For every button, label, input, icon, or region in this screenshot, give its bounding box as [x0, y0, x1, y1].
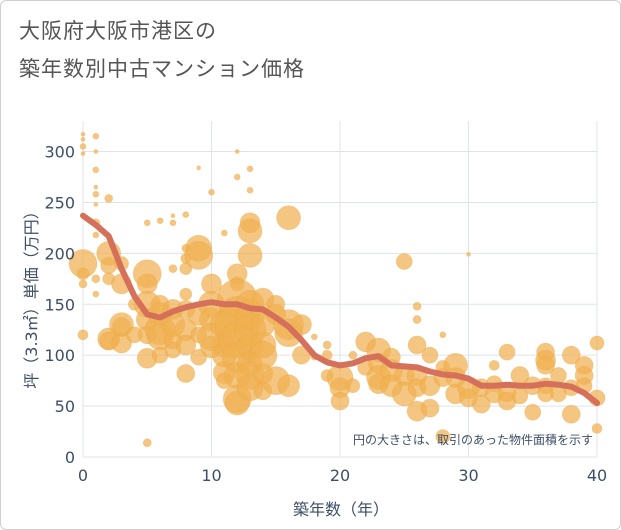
chart-title-line2: 築年数別中古マンション価格 [19, 57, 305, 81]
y-tick-label: 100 [44, 346, 75, 365]
data-bubble [435, 429, 451, 445]
data-bubble [498, 343, 516, 361]
data-bubble [412, 315, 422, 324]
y-tick-label: 300 [44, 143, 75, 162]
data-bubble [111, 332, 132, 354]
data-bubble [92, 231, 100, 239]
data-bubble [80, 151, 86, 156]
data-bubble [345, 378, 361, 394]
data-bubble [291, 314, 312, 336]
data-bubble [80, 131, 86, 137]
data-bubble [220, 229, 228, 237]
data-bubble [156, 217, 164, 225]
data-bubble [488, 359, 500, 371]
data-bubble [78, 279, 88, 289]
x-tick-label: 0 [78, 466, 88, 485]
data-bubble [77, 329, 89, 341]
data-bubble [142, 438, 152, 448]
data-bubble [184, 240, 214, 270]
data-bubble [407, 335, 427, 355]
data-bubble [168, 264, 178, 274]
x-tick-label: 20 [330, 466, 350, 485]
y-tick-label: 200 [44, 244, 75, 263]
x-tick-label: 30 [458, 466, 478, 485]
data-bubble [93, 149, 99, 154]
data-bubble [143, 219, 151, 227]
data-bubble [170, 213, 176, 219]
trend-line [80, 212, 600, 406]
data-bubble [471, 394, 491, 414]
data-bubble [395, 253, 413, 270]
data-bubble [234, 149, 240, 154]
data-bubble [412, 301, 422, 311]
data-bubble [179, 262, 193, 276]
x-tick-label: 10 [201, 466, 221, 485]
data-bubble [176, 364, 196, 383]
data-bubble [348, 350, 358, 360]
data-bubble [169, 219, 177, 227]
data-bubble [277, 374, 301, 398]
y-tick-label: 0 [65, 448, 75, 467]
data-bubble [91, 274, 101, 284]
data-bubble [246, 186, 254, 194]
data-bubble [439, 331, 447, 339]
data-bubble [76, 267, 90, 281]
data-bubble [100, 257, 118, 274]
data-bubble [330, 391, 350, 411]
data-bubble [421, 346, 439, 364]
data-bubble [561, 345, 581, 365]
data-bubble [93, 184, 99, 190]
data-bubble [92, 190, 100, 198]
y-axis-ticks: 0 50 100 150 200 250 300 [44, 143, 75, 467]
data-bubble [466, 251, 471, 257]
data-bubble [80, 136, 86, 142]
data-bubble [591, 423, 603, 434]
data-bubble [208, 188, 215, 196]
data-bubble [246, 165, 254, 173]
data-bubble [536, 355, 555, 375]
data-bubble [175, 334, 197, 356]
data-bubble [104, 193, 114, 203]
data-bubble [92, 132, 100, 140]
data-bubble [276, 205, 302, 231]
data-bubble [310, 333, 318, 341]
data-bubble [237, 242, 263, 268]
data-bubble [322, 340, 332, 350]
bubble-size-note: 円の大きさは、取引のあった物件面積を示す [353, 432, 593, 447]
data-bubble [93, 202, 99, 207]
data-bubble [92, 290, 100, 298]
x-axis-label: 築年数（年） [293, 500, 389, 519]
data-bubble [524, 403, 542, 421]
data-bubble [561, 404, 581, 424]
data-bubble [182, 211, 190, 219]
data-bubble [233, 173, 241, 181]
data-bubble [79, 143, 87, 150]
x-axis-ticks: 0 10 20 30 40 [78, 466, 607, 485]
bubble-layer [68, 131, 606, 448]
data-bubble [589, 335, 605, 351]
y-tick-label: 50 [55, 397, 75, 416]
data-bubble [179, 287, 193, 301]
data-bubble [420, 398, 440, 418]
data-bubble [550, 367, 567, 384]
data-bubble [237, 218, 263, 244]
data-bubble [92, 166, 100, 174]
data-bubble [196, 165, 202, 171]
y-tick-label: 250 [44, 193, 75, 212]
y-axis-label: 坪（3.3㎡）単価（万円） [22, 203, 41, 388]
chart-title-line1: 大阪府大阪市港区の [19, 19, 217, 43]
x-tick-label: 40 [587, 466, 607, 485]
y-tick-label: 150 [44, 295, 75, 314]
